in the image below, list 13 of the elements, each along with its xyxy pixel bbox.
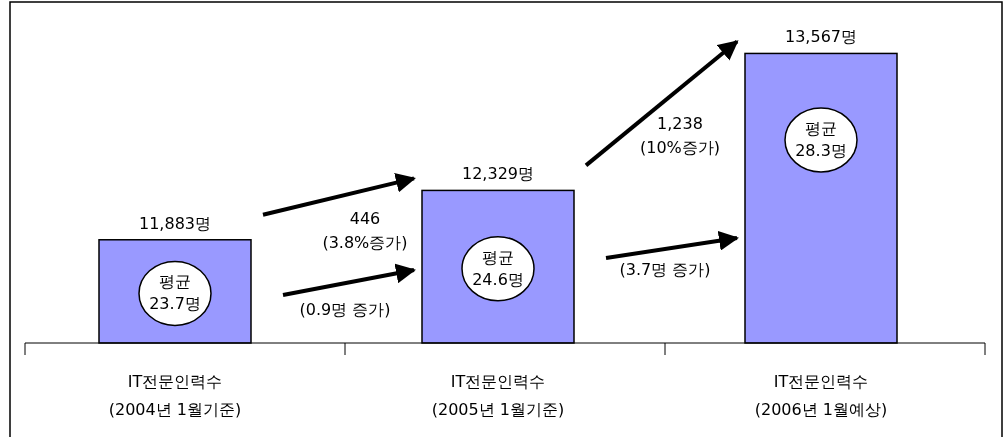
data-label: 11,883명 [139,213,211,233]
x-tick-label: IT전문인력수 (2006년 1월예상) [754,371,888,419]
annotation: 1,238 (10%증가) [639,113,721,157]
annotation: (3.7명 증가) [619,259,711,279]
annotation: 평균 24.6명 [472,247,524,289]
data-label: 12,329명 [462,163,534,183]
annotation: 446 (3.8%증가) [322,208,408,252]
x-tick-label: IT전문인력수 (2004년 1월기준) [108,371,242,419]
annotation: 평균 23.7명 [149,271,201,313]
x-tick-label: IT전문인력수 (2005년 1월기준) [431,371,565,419]
data-label: 13,567명 [785,26,857,46]
annotation: (0.9명 증가) [299,299,391,319]
annotation: 평균 28.3명 [795,118,847,160]
